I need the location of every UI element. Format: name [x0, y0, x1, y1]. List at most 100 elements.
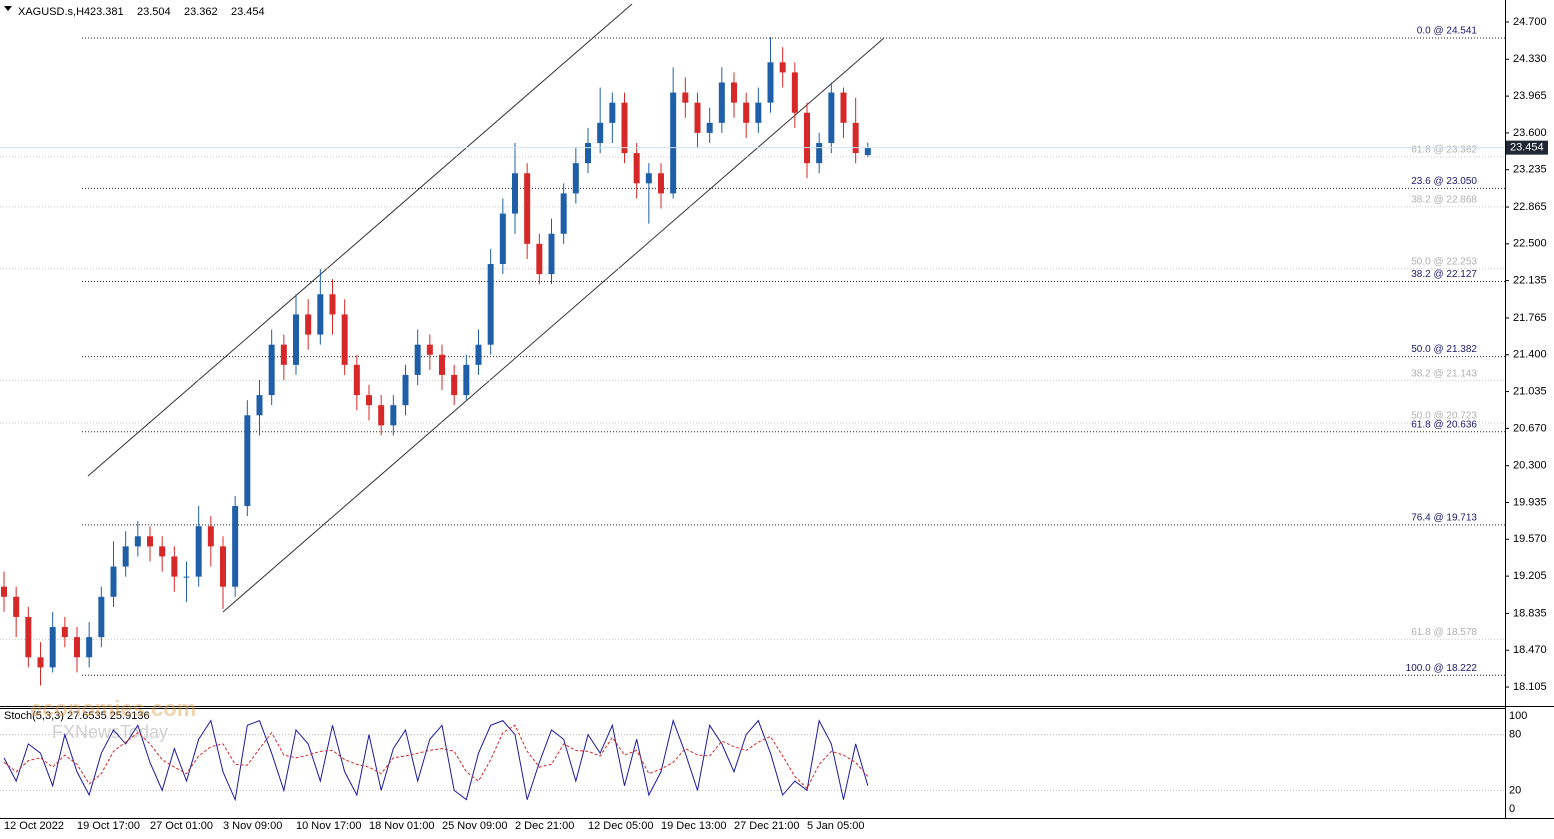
candle-body	[779, 62, 786, 73]
candle-body	[767, 62, 774, 103]
candle-body	[755, 102, 762, 123]
x-tick-label: 25 Nov 09:00	[442, 820, 507, 832]
fib-label: 76.4 @ 19.713	[1411, 513, 1477, 524]
candle-body	[633, 153, 640, 184]
candle-body	[13, 596, 20, 617]
candle-body	[731, 82, 737, 103]
y-tick-label: 18.835	[1513, 607, 1547, 619]
header-open: 23.381	[90, 6, 124, 18]
candle-body	[804, 112, 810, 164]
candle-body	[74, 637, 80, 658]
symbol-menu-arrow[interactable]	[4, 6, 12, 11]
y-tick-label: 19.570	[1513, 533, 1547, 545]
candle-body	[463, 364, 470, 396]
y-tick-label: 0	[1509, 803, 1515, 815]
candle-body	[268, 344, 275, 396]
fib-label: 61.8 @ 20.636	[1411, 419, 1477, 430]
y-tick-label: 22.135	[1513, 275, 1547, 287]
faint-fib-label: 61.8 @ 18.578	[1411, 627, 1477, 638]
y-tick-label: 18.105	[1513, 681, 1547, 693]
y-tick-label: 19.935	[1513, 496, 1547, 508]
candle-body	[183, 576, 190, 578]
candle-body	[366, 395, 372, 406]
candle-body	[402, 374, 409, 406]
header-high: 23.504	[137, 6, 171, 18]
candle-body	[61, 627, 68, 638]
candle-body	[512, 173, 518, 214]
candle-body	[706, 122, 713, 133]
candle-body	[645, 173, 652, 184]
x-tick-label: 5 Jan 05:00	[807, 820, 865, 832]
y-tick-label: 100	[1509, 710, 1527, 722]
candle-body	[317, 294, 324, 335]
candle-body	[122, 546, 129, 567]
fib-label: 50.0 @ 21.382	[1411, 344, 1477, 355]
watermark: economies.com	[30, 696, 196, 721]
y-tick-label: 20	[1509, 784, 1521, 796]
candle-body	[159, 546, 166, 557]
candle-body	[682, 92, 689, 103]
x-tick-label: 3 Nov 09:00	[223, 820, 282, 832]
candle-body	[232, 506, 239, 587]
candle-body	[378, 405, 385, 426]
y-tick-label: 23.235	[1513, 164, 1547, 176]
y-tick-label: 19.205	[1513, 570, 1547, 582]
candle-body	[134, 536, 141, 547]
candle-body	[609, 102, 616, 123]
y-tick-label: 22.865	[1513, 201, 1547, 213]
candle-body	[524, 173, 531, 244]
candle-body	[86, 637, 93, 658]
y-tick-label: 21.765	[1513, 312, 1547, 324]
candle-body	[475, 344, 482, 365]
candle-body	[98, 596, 105, 638]
candle-body	[293, 314, 299, 365]
x-tick-label: 27 Oct 01:00	[150, 820, 213, 832]
candle-body	[791, 72, 798, 113]
y-tick-label: 20.300	[1513, 460, 1547, 472]
candle-body	[426, 344, 433, 355]
candle-body	[864, 147, 871, 155]
y-tick-label: 21.035	[1513, 385, 1547, 397]
last-price-label: 23.454	[1510, 142, 1544, 154]
faint-fib-label: 50.0 @ 20.723	[1411, 411, 1477, 422]
candle-body	[147, 536, 153, 547]
x-tick-label: 18 Nov 01:00	[369, 820, 434, 832]
x-tick-label: 19 Dec 13:00	[661, 820, 726, 832]
candle-body	[305, 314, 312, 335]
candle-body	[25, 616, 32, 658]
candle-body	[560, 193, 567, 234]
candle-body	[548, 233, 555, 275]
header-close: 23.454	[231, 6, 265, 18]
candle-body	[487, 264, 494, 345]
candle-body	[439, 354, 445, 375]
candle-body	[256, 395, 263, 416]
candle-body	[670, 92, 677, 194]
faint-fib-label: 38.2 @ 21.143	[1411, 368, 1477, 379]
y-tick-label: 21.400	[1513, 349, 1547, 361]
candle-body	[207, 526, 214, 547]
candle-body	[329, 294, 336, 315]
y-tick-label: 80	[1509, 728, 1521, 740]
x-tick-label: 2 Dec 21:00	[515, 820, 574, 832]
candle-body	[658, 173, 664, 194]
candle-body	[451, 374, 458, 396]
x-tick-label: 12 Dec 05:00	[588, 820, 653, 832]
candle-body	[743, 102, 750, 123]
fib-label: 23.6 @ 23.050	[1411, 176, 1477, 187]
candle-body	[572, 163, 579, 194]
channel-lower	[222, 37, 885, 613]
candle-body	[1, 586, 7, 597]
faint-fib-label: 38.2 @ 22.868	[1411, 194, 1477, 205]
watermark: FXNewsToday	[52, 722, 168, 742]
candle-body	[536, 243, 543, 275]
fib-label: 0.0 @ 24.541	[1417, 26, 1478, 37]
x-tick-label: 10 Nov 17:00	[296, 820, 361, 832]
x-tick-label: 12 Oct 2022	[4, 820, 64, 832]
faint-fib-label: 61.8 @ 23.362	[1411, 145, 1477, 156]
candle-body	[244, 415, 251, 507]
candle-body	[718, 82, 725, 123]
y-tick-label: 23.600	[1513, 127, 1547, 139]
symbol-title: XAGUSD.s,H4	[18, 6, 90, 18]
y-tick-label: 18.470	[1513, 644, 1547, 656]
y-tick-label: 20.670	[1513, 422, 1547, 434]
